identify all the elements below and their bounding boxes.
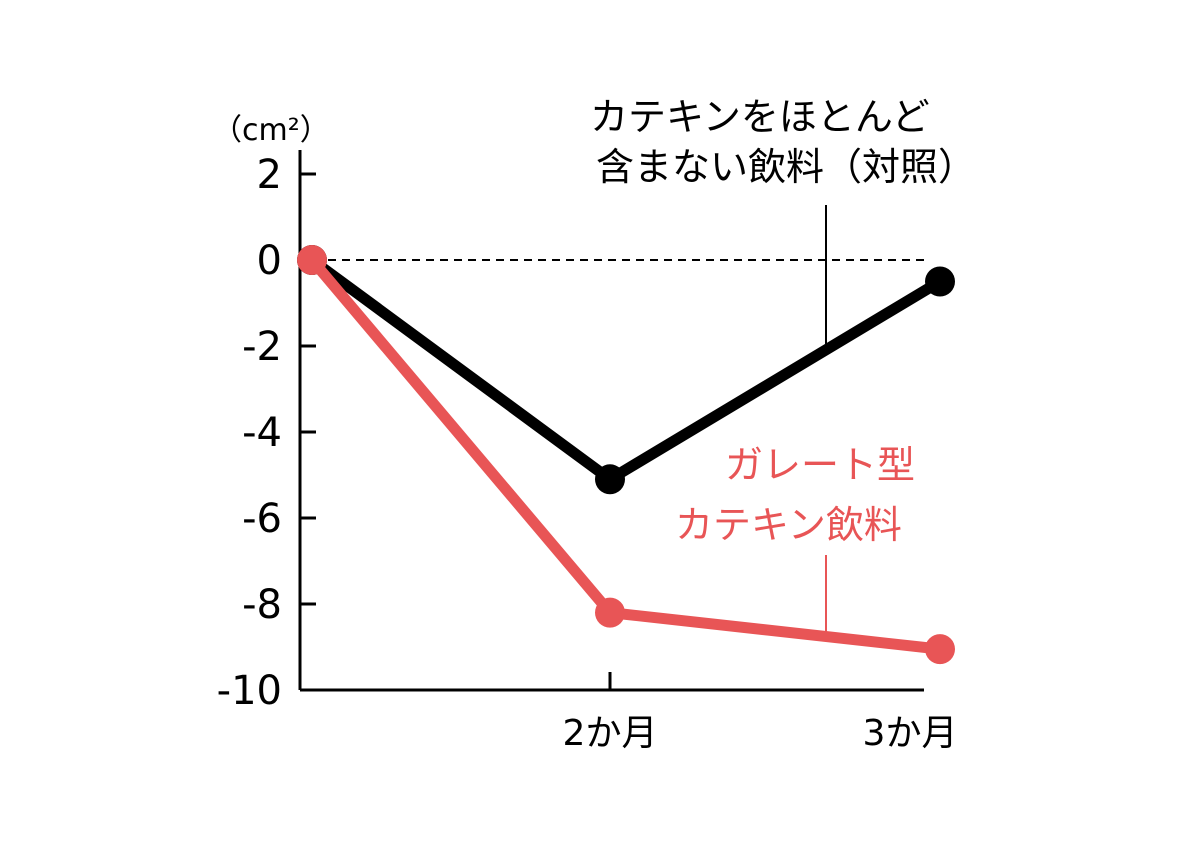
y-tick-label: -4	[242, 410, 282, 456]
legend-catechin-line-2: カテキン飲料	[675, 503, 902, 547]
series-point-0	[595, 464, 625, 495]
x-axis-ticks: 2か月 3か月	[563, 672, 958, 754]
y-tick-label: 0	[257, 238, 282, 284]
legend-control-line-1: カテキンをほとんど	[590, 95, 930, 139]
legend-catechin: ガレート型 カテキン飲料	[675, 443, 915, 632]
legend-catechin-line-1: ガレート型	[725, 443, 915, 487]
series-point-1	[595, 597, 625, 628]
y-tick-label: -10	[217, 668, 282, 714]
x-tick-label: 2か月	[563, 713, 658, 754]
legend-control-line-2: 含まない飲料（対照）	[596, 145, 976, 189]
y-axis-unit-label: （cm²）	[212, 113, 330, 148]
y-axis-ticks: 2 0 -2 -4 -6 -8 -10	[217, 152, 316, 714]
series-layer	[297, 245, 955, 665]
y-tick-label: 2	[257, 152, 282, 198]
y-tick-label: -8	[242, 582, 282, 628]
x-tick-label: 3か月	[863, 713, 958, 754]
series-point-1	[297, 245, 327, 275]
series-point-0	[925, 266, 955, 297]
series-point-1	[925, 634, 955, 665]
legend-control: カテキンをほとんど 含まない飲料（対照）	[590, 95, 976, 352]
y-tick-label: -2	[242, 324, 282, 370]
y-tick-label: -6	[242, 496, 282, 542]
